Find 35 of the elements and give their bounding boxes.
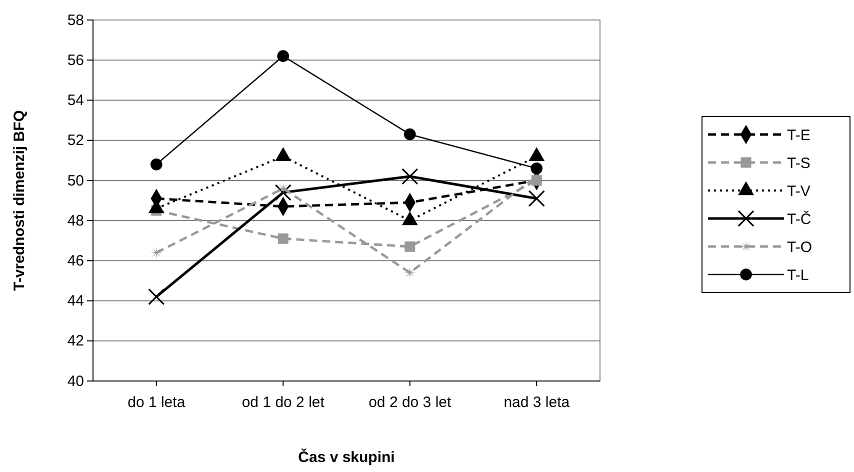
- y-tick-label: 56: [67, 52, 84, 69]
- legend-label: T-L: [787, 266, 809, 284]
- point: [404, 241, 416, 252]
- legend-label: T-O: [787, 238, 812, 256]
- point: [528, 190, 545, 207]
- y-tick-label: 58: [67, 12, 84, 29]
- y-tick-label: 54: [67, 92, 84, 110]
- x-axis-title: Čas v skupini: [298, 448, 395, 466]
- point: [150, 158, 162, 170]
- point: [277, 50, 290, 62]
- point: [148, 288, 165, 306]
- point: [274, 184, 292, 201]
- point: [402, 168, 418, 185]
- legend-label: T-E: [787, 126, 810, 144]
- y-tick-label: 52: [67, 132, 84, 150]
- legend-label: T-S: [787, 154, 810, 172]
- x-tick-label: od 1 do 2 let: [242, 394, 326, 411]
- point: [277, 182, 290, 195]
- point: [404, 266, 416, 279]
- x-tick-label: nad 3 leta: [504, 394, 570, 411]
- point: [278, 233, 288, 244]
- legend-label: T-Č: [787, 210, 812, 228]
- point: [404, 128, 416, 140]
- x-tick-label: do 1 leta: [128, 394, 186, 411]
- legend-label: T-V: [787, 182, 810, 200]
- y-axis-title: T-vrednosti dimenzij BFQ: [11, 110, 28, 291]
- point: [530, 162, 543, 174]
- x-tick-label: od 2 do 3 let: [368, 394, 452, 411]
- y-tick-label: 48: [67, 212, 84, 230]
- y-tick-label: 40: [67, 372, 84, 390]
- y-tick-label: 46: [67, 252, 84, 270]
- point: [150, 246, 162, 259]
- y-tick-label: 44: [67, 292, 84, 310]
- y-tick-label: 42: [67, 332, 84, 350]
- y-tick-label: 50: [67, 172, 84, 190]
